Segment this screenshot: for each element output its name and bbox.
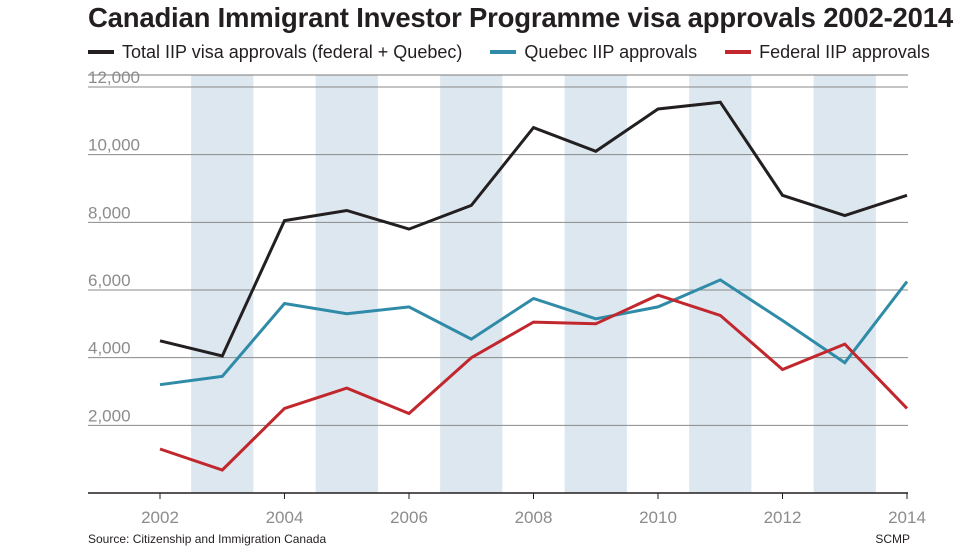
x-axis: 2002 2004 2006 2008 2010 2012 2014 bbox=[88, 492, 926, 527]
shade-band-2005 bbox=[315, 75, 378, 493]
series-lines bbox=[159, 100, 909, 472]
legend-label-total: Total IIP visa approvals (federal + Queb… bbox=[122, 41, 463, 62]
shaded-bands bbox=[191, 75, 876, 493]
gridlines bbox=[88, 74, 908, 426]
legend-item-quebec: Quebec IIP approvals bbox=[490, 42, 697, 63]
series-line-federal bbox=[159, 293, 909, 472]
x-tick-label: 2004 bbox=[266, 508, 304, 527]
shade-band-2013 bbox=[813, 75, 876, 493]
shade-band-2007 bbox=[440, 75, 503, 493]
x-tick-label: 2014 bbox=[888, 508, 926, 527]
y-tick-label: 4,000 bbox=[88, 339, 131, 358]
shade-band-2011 bbox=[689, 75, 752, 493]
legend-label-quebec: Quebec IIP approvals bbox=[524, 41, 698, 62]
y-tick-label: 6,000 bbox=[88, 271, 131, 290]
series-line-quebec bbox=[159, 278, 909, 387]
chart-title: Canadian Immigrant Investor Programme vi… bbox=[88, 2, 953, 33]
y-tick-label: 8,000 bbox=[88, 203, 131, 222]
y-axis-labels: 2,000 4,000 6,000 8,000 10,000 12,000 bbox=[88, 68, 140, 425]
shade-band-2003 bbox=[191, 75, 254, 493]
y-tick-label: 10,000 bbox=[88, 136, 140, 155]
legend-label-federal: Federal IIP approvals bbox=[759, 41, 930, 62]
chart-legend: Total IIP visa approvals (federal + Queb… bbox=[88, 40, 958, 64]
legend-swatch-quebec bbox=[490, 50, 517, 54]
series-line-total bbox=[159, 100, 908, 358]
legend-swatch-federal bbox=[725, 50, 752, 54]
y-tick-label: 12,000 bbox=[88, 68, 140, 87]
x-tick-label: 2012 bbox=[764, 508, 802, 527]
credit-note: SCMP bbox=[875, 532, 910, 546]
x-tick-label: 2006 bbox=[390, 508, 428, 527]
source-note: Source: Citizenship and Immigration Cana… bbox=[88, 532, 327, 546]
x-tick-label: 2008 bbox=[515, 508, 553, 527]
legend-item-total: Total IIP visa approvals (federal + Queb… bbox=[88, 42, 462, 63]
x-tick-label: 2002 bbox=[141, 508, 179, 527]
y-tick-label: 2,000 bbox=[88, 406, 131, 425]
legend-item-federal: Federal IIP approvals bbox=[725, 42, 930, 63]
legend-swatch-total bbox=[88, 50, 114, 54]
x-tick-label: 2010 bbox=[639, 508, 677, 527]
